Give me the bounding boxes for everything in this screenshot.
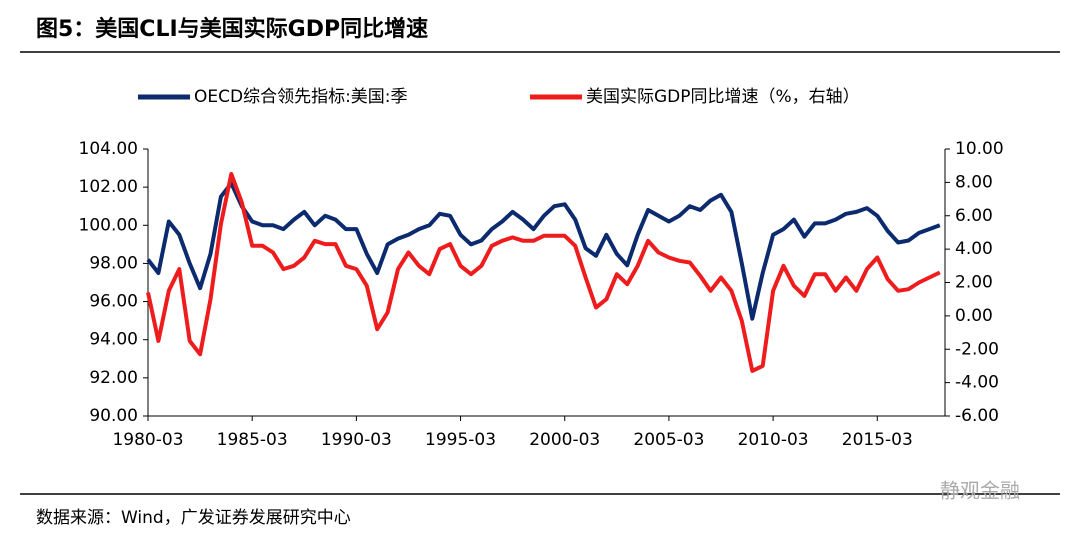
- y-tick-label: 98.00: [89, 253, 138, 273]
- y-tick-label: 104.00: [79, 139, 138, 159]
- y2-tick-label: -6.00: [955, 406, 999, 426]
- x-tick-label: 1995-03: [425, 430, 496, 450]
- y-tick-label: 90.00: [89, 406, 138, 426]
- y2-tick-label: -4.00: [955, 373, 999, 393]
- series-line: [146, 172, 941, 373]
- y2-tick-label: 8.00: [955, 172, 993, 192]
- y2-tick-label: 0.00: [955, 306, 993, 326]
- source: 数据来源：Wind，广发证券发展研究中心: [36, 508, 351, 528]
- x-tick-label: 2010-03: [738, 430, 809, 450]
- x-tick-label: 1990-03: [321, 430, 392, 450]
- y-tick-label: 96.00: [89, 292, 138, 312]
- x-tick-label: 2015-03: [842, 430, 913, 450]
- y-tick-label: 100.00: [79, 215, 138, 235]
- legend-label: OECD综合领先指标:美国:季: [194, 87, 408, 107]
- x-tick-label: 1980-03: [112, 430, 183, 450]
- x-tick-label: 1985-03: [217, 430, 288, 450]
- x-tick-label: 2005-03: [633, 430, 704, 450]
- y-tick-label: 102.00: [79, 177, 138, 197]
- watermark: 静观金融: [940, 479, 1020, 503]
- chart-title: 图5：美国CLI与美国实际GDP同比增速: [36, 16, 428, 42]
- y2-tick-label: 4.00: [955, 239, 993, 259]
- legend-label: 美国实际GDP同比增速（%，右轴）: [586, 87, 860, 107]
- y2-tick-label: 6.00: [955, 206, 993, 226]
- y2-tick-label: 10.00: [955, 139, 1004, 159]
- series-line: [146, 181, 941, 321]
- x-tick-label: 2000-03: [529, 430, 600, 450]
- y2-tick-label: -2.00: [955, 339, 999, 359]
- y-tick-label: 94.00: [89, 330, 138, 350]
- y-tick-label: 92.00: [89, 368, 138, 388]
- y2-tick-label: 2.00: [955, 273, 993, 293]
